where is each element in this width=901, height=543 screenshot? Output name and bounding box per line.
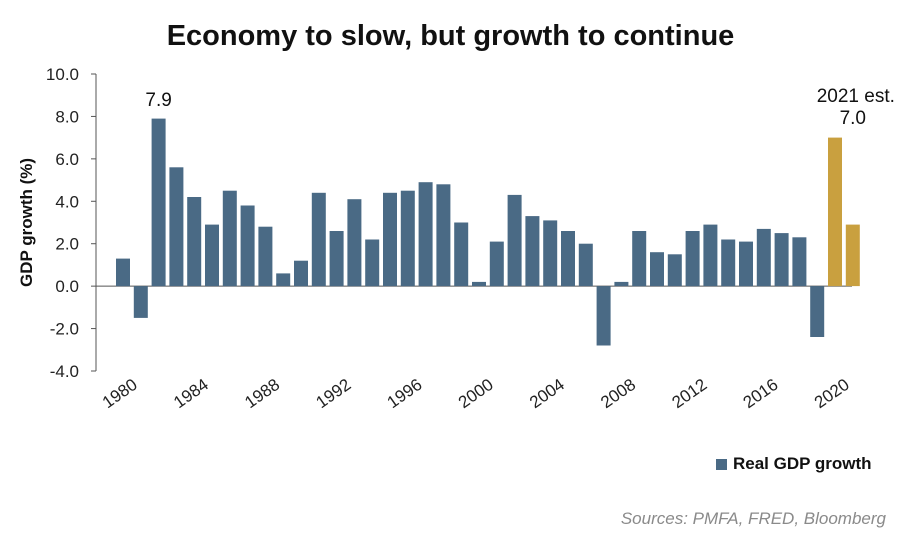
x-tick-label: 2016 (740, 375, 782, 412)
source-note: Sources: PMFA, FRED, Bloomberg (620, 509, 886, 528)
annotation-estimate-title: 2021 est. (817, 86, 895, 107)
y-tick-label: -4.0 (50, 362, 79, 381)
x-tick-label: 2020 (811, 375, 853, 412)
y-tick-label: 6.0 (55, 150, 79, 169)
x-tick-label: 1992 (313, 375, 355, 412)
bar-real-gdp (703, 224, 718, 287)
bar-real-gdp (116, 258, 130, 287)
bar-real-gdp (650, 252, 664, 287)
bar-real-gdp (543, 220, 558, 287)
bar-real-gdp (133, 286, 148, 318)
legend-swatch (716, 458, 727, 470)
legend: Real GDP growth (716, 454, 872, 474)
y-tick-label: 10.0 (46, 65, 79, 84)
y-tick-label: 0.0 (55, 277, 79, 296)
bar-real-gdp (507, 194, 522, 287)
annotation-estimate-value: 7.0 (840, 108, 866, 129)
bar-real-gdp (276, 273, 291, 287)
bar-real-gdp (329, 231, 344, 287)
bar-real-gdp (578, 243, 593, 287)
x-tick-label: 2012 (669, 375, 711, 412)
bar-real-gdp (472, 281, 486, 287)
bar-real-gdp (525, 216, 540, 287)
bar-real-gdp (632, 231, 647, 287)
bar-real-gdp (151, 118, 166, 287)
x-tick-label: 1988 (241, 375, 283, 412)
bar-real-gdp (418, 182, 433, 287)
bar-estimate (828, 137, 842, 287)
bar-real-gdp (561, 231, 575, 287)
bar-real-gdp (810, 286, 825, 337)
bar-real-gdp (383, 192, 397, 287)
bar-real-gdp (400, 190, 415, 287)
bar-real-gdp (685, 231, 700, 287)
bar-real-gdp (347, 199, 362, 287)
bar-real-gdp (222, 190, 237, 287)
legend-label: Real GDP growth (733, 454, 872, 473)
bar-real-gdp (205, 224, 219, 287)
bar-real-gdp (240, 205, 255, 287)
y-tick-label: -2.0 (50, 320, 79, 339)
x-tick-label: 2000 (455, 375, 497, 412)
x-tick-label: 1996 (384, 375, 426, 412)
bar-real-gdp (311, 192, 326, 287)
bar-real-gdp (739, 241, 753, 287)
bar-real-gdp (756, 228, 771, 287)
y-tick-label: 4.0 (55, 192, 79, 211)
bar-real-gdp (667, 254, 682, 287)
bar-real-gdp (258, 226, 273, 287)
bar-estimate (845, 224, 860, 287)
x-tick-label: 2004 (526, 375, 568, 412)
bar-real-gdp (169, 167, 184, 287)
bar-real-gdp (365, 239, 380, 287)
bar-real-gdp (614, 281, 629, 287)
bar-real-gdp (294, 260, 308, 287)
bar-real-gdp (792, 237, 807, 287)
bar-real-gdp (187, 197, 202, 287)
x-tick-label: 2008 (597, 375, 639, 412)
bar-real-gdp (454, 222, 469, 287)
y-axis-title: GDP growth (%) (17, 158, 36, 287)
x-tick-label: 1980 (99, 375, 141, 412)
x-tick-label: 1984 (170, 375, 212, 412)
bar-real-gdp (436, 184, 451, 287)
chart-title: Economy to slow, but growth to continue (166, 20, 735, 52)
bar-real-gdp (596, 286, 611, 346)
bar-real-gdp (489, 241, 504, 287)
bar-real-gdp (721, 239, 736, 287)
y-tick-label: 8.0 (55, 107, 79, 126)
bar-real-gdp (774, 233, 789, 287)
y-tick-label: 2.0 (55, 235, 79, 254)
annotation-peak-label: 7.9 (145, 90, 171, 111)
